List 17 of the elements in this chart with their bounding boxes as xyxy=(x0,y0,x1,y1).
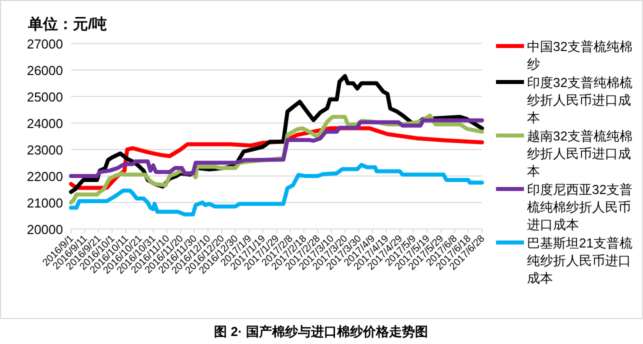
legend-label: 印度尼西亚32支普梳纯棉纱折人民币进口成本 xyxy=(527,182,632,232)
text: 图 2· 国产棉纱与进口棉纱价格走势图 xyxy=(214,324,428,339)
line-series xyxy=(69,162,484,216)
legend-label: 巴基斯坦21支普梳纯纱折人民币进口成本 xyxy=(527,236,632,286)
legend-label: 印度32支普纯棉梳纱折人民币进口成本 xyxy=(527,75,632,125)
legend-label: 越南32支普梳纯棉纱折人民币进口成本 xyxy=(527,128,632,178)
y-tick-label: 21000 xyxy=(26,196,63,210)
y-tick-label: 25000 xyxy=(26,90,63,104)
y-tick-label: 23000 xyxy=(26,142,63,158)
line-series xyxy=(69,118,484,178)
legend-label: 中国32支普梳纯棉纱 xyxy=(527,39,632,72)
y-axis-title: 单位：元/吨 xyxy=(27,16,108,33)
y-tick-label: 24000 xyxy=(26,116,63,131)
y-tick-label: 22000 xyxy=(26,169,63,184)
y-tick-label: 27000 xyxy=(26,36,63,52)
y-tick-label: 26000 xyxy=(26,63,63,78)
y-tick-label: 20000 xyxy=(26,222,63,237)
